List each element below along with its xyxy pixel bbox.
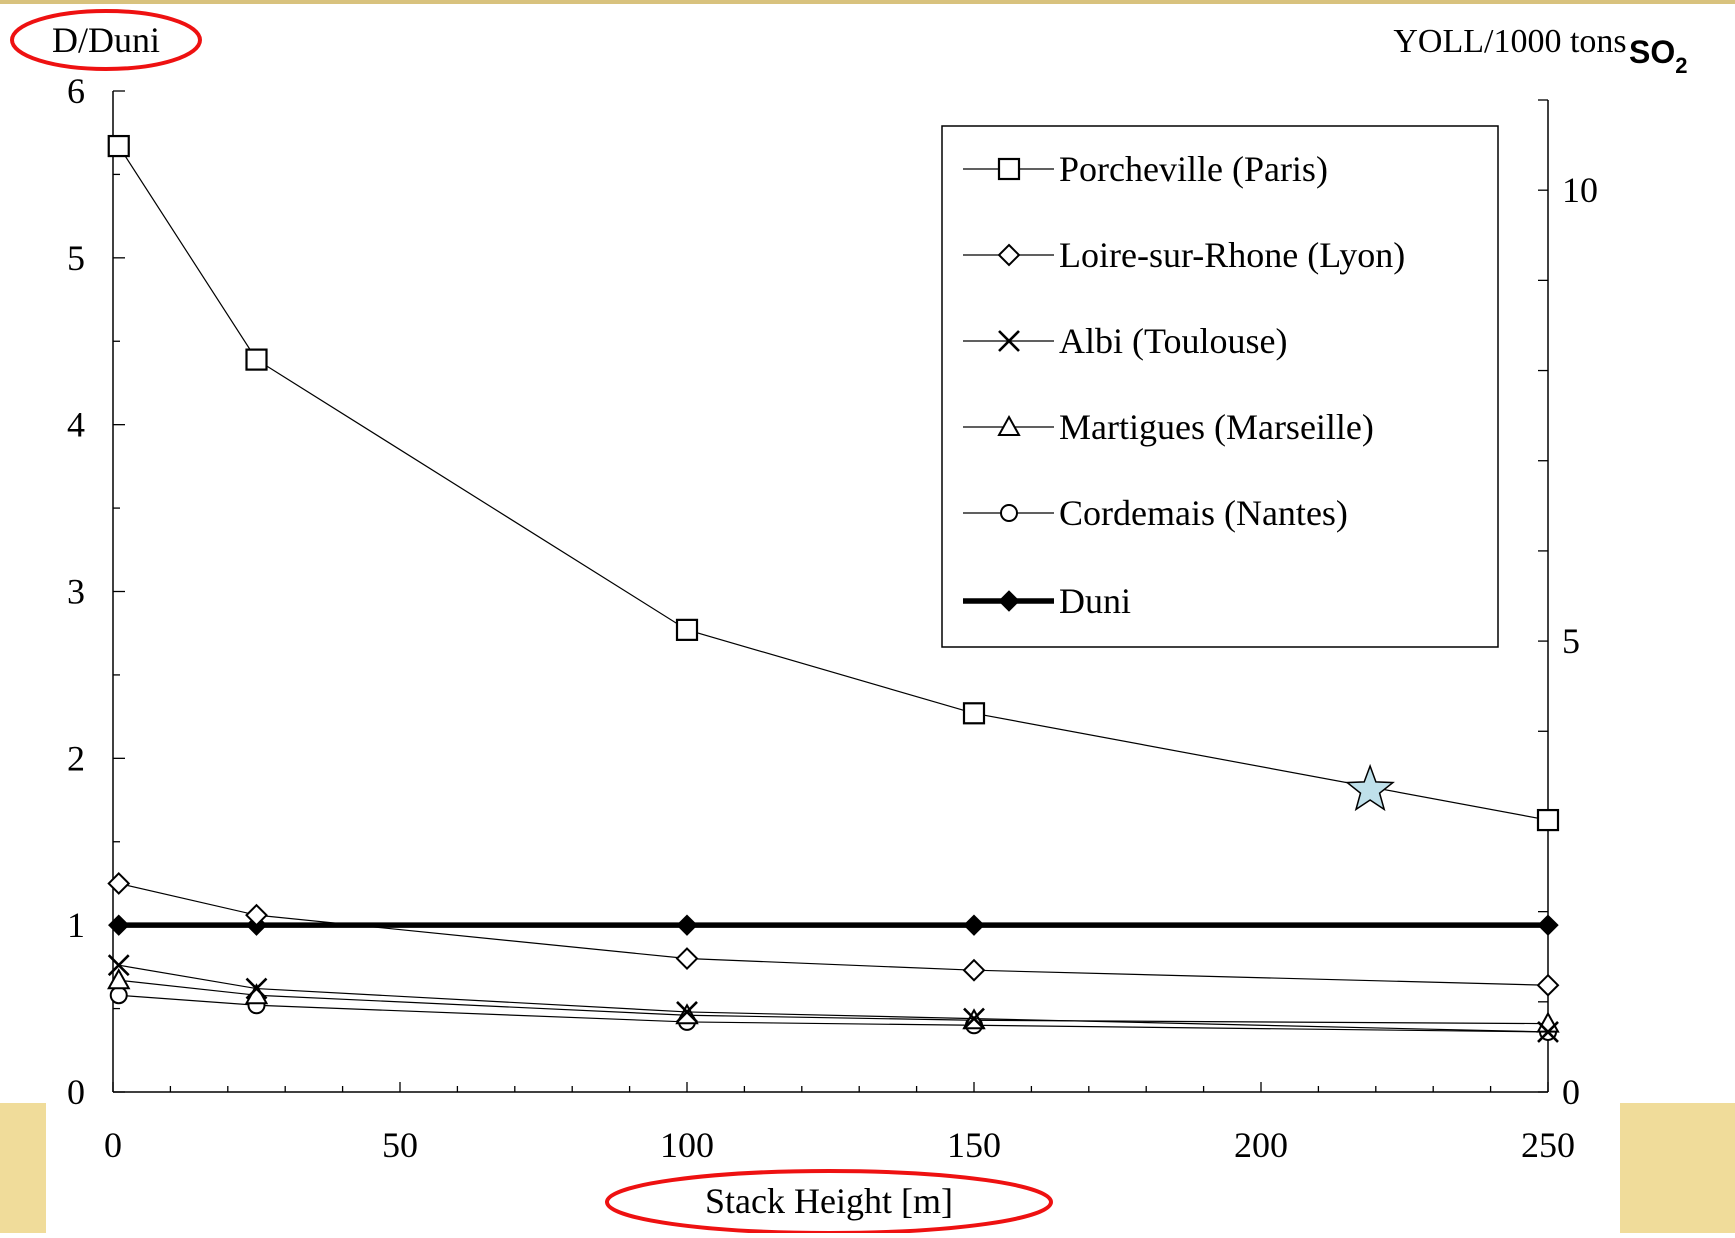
- y-right-tick-label: 5: [1562, 621, 1580, 661]
- x-tick-label: 100: [660, 1125, 714, 1165]
- legend-label: Duni: [1059, 581, 1131, 621]
- legend-item-loire-sur-rhone-lyon: Loire-sur-Rhone (Lyon): [963, 235, 1405, 275]
- data-point: [109, 986, 128, 1005]
- star-layer: [1345, 763, 1395, 812]
- legend: [941, 125, 1499, 648]
- legend-marker: [997, 414, 1021, 436]
- legend-item-martigues-marseille: Martigues (Marseille): [963, 407, 1374, 447]
- y-left-tick-label: 6: [67, 71, 85, 111]
- y-left-tick-label: 2: [67, 738, 85, 778]
- legend-label: Albi (Toulouse): [1059, 321, 1287, 361]
- data-point: [676, 1001, 698, 1023]
- legend-label: Cordemais (Nantes): [1059, 493, 1348, 533]
- data-point: [245, 977, 268, 1000]
- x-tick-label: 200: [1234, 1125, 1288, 1165]
- series-porcheville-paris: [107, 134, 1560, 832]
- legend-label: Loire-sur-Rhone (Lyon): [1059, 235, 1405, 275]
- legend-marker: [1000, 504, 1018, 522]
- series-line: [118, 979, 1549, 1025]
- series-layer: [107, 134, 1560, 1043]
- data-point: [675, 947, 699, 970]
- data-point: [1536, 973, 1560, 997]
- y-right-tick-label: 10: [1562, 170, 1598, 210]
- data-point: [245, 903, 268, 927]
- data-point: [1536, 808, 1560, 832]
- so2-main: SO: [1629, 34, 1675, 70]
- star-marker: [1345, 763, 1395, 812]
- data-point: [107, 954, 130, 977]
- x-axis-title: Stack Height [m]: [705, 1181, 953, 1221]
- legend-marker: [998, 590, 1020, 612]
- legend-marker: [997, 243, 1021, 267]
- data-point: [963, 914, 985, 936]
- data-point: [1536, 1011, 1560, 1033]
- series-duni: [108, 914, 1559, 936]
- y-left-tick-label: 3: [67, 572, 85, 612]
- data-point: [676, 914, 698, 936]
- series-cordemais-nantes: [109, 986, 1557, 1041]
- legend-item-duni: Duni: [963, 581, 1131, 621]
- series-loire-sur-rhone-lyon: [107, 872, 1560, 997]
- data-point: [963, 1007, 985, 1030]
- series-albi-toulouse: [107, 954, 1559, 1043]
- data-point: [107, 872, 131, 895]
- y-axis-left-title-highlight: [10, 9, 202, 71]
- slide-corner-panel-left: [0, 1103, 46, 1233]
- slide-top-border: [0, 0, 1735, 4]
- y-axis-right-title: YOLL/1000 tons: [1393, 23, 1626, 60]
- y-right-tick-label: 0: [1562, 1072, 1580, 1112]
- legend-item-albi-toulouse: Albi (Toulouse): [963, 321, 1287, 361]
- x-tick-label: 0: [104, 1125, 122, 1165]
- data-point: [107, 134, 130, 158]
- legend-label: Martigues (Marseille): [1059, 407, 1374, 447]
- y-left-tick-label: 4: [67, 405, 85, 445]
- axis-tick-labels: 0 50 100 150 200 250 0 1 2 3 4 5 6 0 5 10: [67, 71, 1598, 1165]
- x-tick-label: 250: [1521, 1125, 1575, 1165]
- legend-label: Porcheville (Paris): [1059, 149, 1328, 189]
- y-left-tick-label: 5: [67, 238, 85, 278]
- x-tick-label: 150: [947, 1125, 1001, 1165]
- legend-entries: Porcheville (Paris) Loire-sur-Rhone (Lyon…: [963, 149, 1405, 621]
- data-point: [108, 914, 130, 936]
- axis-ticks: [112, 90, 1549, 1093]
- y-axis-left-title: D/Duni: [52, 20, 160, 60]
- data-point: [675, 618, 699, 641]
- data-point: [962, 702, 986, 725]
- data-point: [1537, 914, 1559, 936]
- legend-marker: [998, 330, 1020, 352]
- data-point: [245, 348, 268, 371]
- y-left-tick-label: 1: [67, 905, 85, 945]
- x-tick-label: 50: [382, 1125, 418, 1165]
- data-point: [107, 968, 131, 990]
- so2-subscript: 2: [1675, 53, 1687, 78]
- legend-item-cordemais-nantes: Cordemais (Nantes): [963, 493, 1348, 533]
- y-left-tick-label: 0: [67, 1072, 85, 1112]
- data-point: [962, 958, 986, 982]
- so2-corner-label: SO2: [1629, 34, 1687, 78]
- series-line: [118, 882, 1549, 986]
- legend-item-porcheville-paris: Porcheville (Paris): [963, 149, 1328, 189]
- data-point: [1537, 1021, 1559, 1043]
- slide-corner-panel-right: [1620, 1103, 1735, 1233]
- legend-marker: [997, 157, 1021, 181]
